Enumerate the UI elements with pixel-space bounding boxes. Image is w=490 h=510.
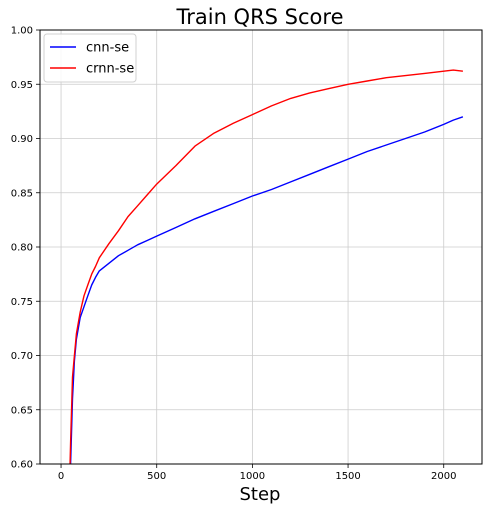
- chart-title: Train QRS Score: [175, 5, 343, 29]
- y-tick-label: 0.95: [11, 80, 33, 91]
- y-tick-label: 0.70: [11, 351, 33, 362]
- legend-box: [43, 33, 137, 83]
- y-tick-label: 1.00: [11, 26, 33, 37]
- x-tick-label: 500: [147, 471, 166, 482]
- legend-label: cnn-se: [86, 41, 129, 56]
- plot-lines: [69, 69, 464, 464]
- x-tick-label: 2000: [431, 471, 456, 482]
- y-tick-label: 0.80: [11, 243, 33, 254]
- y-tick-label: 0.60: [11, 460, 33, 471]
- y-tick-label: 0.65: [11, 405, 33, 416]
- x-tick-label: 1000: [240, 471, 265, 482]
- y-tick-label: 0.90: [11, 134, 33, 145]
- legend-label: crnn-se: [86, 62, 134, 77]
- x-axis-label: Step: [240, 484, 281, 505]
- legend: cnn-se crnn-se: [43, 33, 137, 83]
- series-line-crnn-se: [69, 69, 463, 464]
- y-tick-label: 0.75: [11, 297, 33, 308]
- x-tick-label: 0: [58, 471, 64, 482]
- series-line-cnn-se: [69, 116, 464, 464]
- x-tick-label: 1500: [335, 471, 360, 482]
- y-tick-label: 0.85: [11, 188, 33, 199]
- axis-ticks: 0 500 1000 1500 2000 0.60 0.65 0.70 0.75 0.80 0.85…: [11, 26, 457, 483]
